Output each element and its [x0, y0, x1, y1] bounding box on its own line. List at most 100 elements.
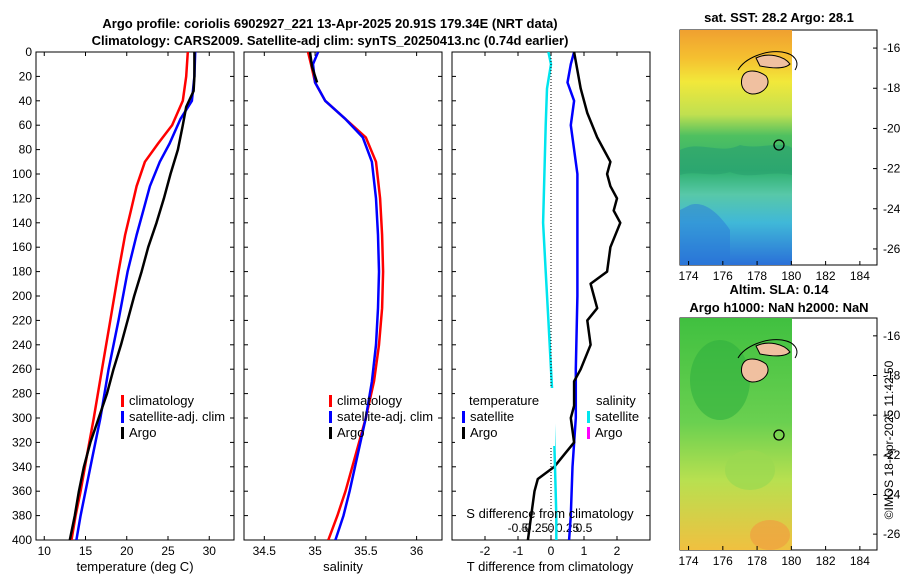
y-tick-label: 340	[12, 460, 32, 474]
y-tick-label: 160	[12, 240, 32, 254]
x-tick-label: 25	[161, 544, 175, 558]
x-tick-label: 2	[614, 544, 621, 558]
y-tick-label: 260	[12, 362, 32, 376]
y-tick-label: 400	[12, 533, 32, 547]
legend-title-temperature: temperature	[469, 393, 539, 408]
s-diff-tick-label: -0.25	[521, 521, 549, 535]
figure-title-line1: Argo profile: coriolis 6902927_221 13-Ap…	[102, 16, 557, 31]
legend-label-argo: Argo	[337, 425, 364, 440]
y-tick-label: 0	[25, 45, 32, 59]
legend-label-t-satellite: satellite	[470, 409, 514, 424]
y-tick-label: 320	[12, 435, 32, 449]
sla-argo-position-marker	[773, 429, 785, 441]
map-x-tick-label: 182	[816, 269, 836, 283]
legend-marker-argo	[329, 427, 332, 439]
sst-argo-position-marker	[773, 139, 785, 151]
legend-label-satellite: satellite-adj. clim	[129, 409, 225, 424]
tick-layer: 10 15 20 25 30020406080100120140160180200220…	[12, 45, 650, 558]
difference-legend: temperature satellite Argo salinity sate…	[455, 388, 648, 446]
sla-island-vanualevu-icon	[755, 342, 791, 357]
series-line-t-argo	[526, 52, 622, 540]
map-y-tick-label: -18	[883, 369, 900, 383]
map-x-tick-label: 184	[850, 554, 870, 568]
map-x-tick-label: 178	[747, 554, 767, 568]
legend-marker-argo	[121, 427, 124, 439]
y-tick-label: 240	[12, 338, 32, 352]
y-tick-label: 300	[12, 411, 32, 425]
map-x-tick-label: 184	[850, 269, 870, 283]
map-y-tick-label: -24	[883, 487, 900, 501]
y-tick-label: 180	[12, 265, 32, 279]
map-x-tick-label: 178	[747, 269, 767, 283]
legend-label-t-argo: Argo	[470, 425, 497, 440]
legend-label-climatology: climatology	[129, 393, 195, 408]
legend-marker-t-argo	[462, 427, 465, 439]
sla-map-title1: Altim. SLA: 0.14	[730, 282, 830, 297]
sla-mid-patch	[725, 450, 775, 490]
x-tick-label: -2	[480, 544, 491, 558]
legend-marker-satellite	[121, 411, 124, 423]
legend-background-left	[455, 388, 555, 446]
y-tick-label: 40	[19, 94, 33, 108]
y-tick-label: 200	[12, 289, 32, 303]
x-tick-label: 30	[203, 544, 217, 558]
sst-reef-outline-icon	[737, 51, 798, 71]
map-y-tick-label: -16	[883, 41, 900, 55]
sla-map-title2: Argo h1000: NaN h2000: NaN	[689, 300, 868, 315]
legend-label-satellite: satellite-adj. clim	[337, 409, 433, 424]
y-tick-label: 220	[12, 313, 32, 327]
map-y-tick-label: -22	[883, 162, 900, 176]
map-y-tick-label: -26	[883, 527, 900, 541]
series-line-t-satellite	[566, 52, 579, 540]
legend-label-s-argo: Argo	[595, 425, 622, 440]
x-tick-label: 36	[410, 544, 424, 558]
figure-title-line2: Climatology: CARS2009. Satellite-adj cli…	[92, 33, 569, 48]
sst-cool-patch	[680, 144, 792, 176]
t-difference-xlabel: T difference from climatology	[467, 559, 634, 574]
map-x-tick-label: 180	[781, 269, 801, 283]
sla-high-patch	[750, 520, 790, 550]
x-tick-label: 20	[120, 544, 134, 558]
legend-label-s-satellite: satellite	[595, 409, 639, 424]
series-line-argo	[68, 52, 196, 540]
y-tick-label: 120	[12, 191, 32, 205]
y-tick-label: 60	[19, 118, 33, 132]
x-tick-label: 10	[38, 544, 52, 558]
sla-island-vitilevu-icon	[741, 358, 769, 383]
s-diff-tick-label: 0.5	[576, 521, 593, 535]
legend-marker-climatology	[329, 395, 332, 407]
legend-marker-climatology	[121, 395, 124, 407]
y-tick-label: 280	[12, 387, 32, 401]
legend-title-salinity: salinity	[596, 393, 636, 408]
map-y-tick-label: -20	[883, 408, 900, 422]
x-tick-label: 35.5	[354, 544, 378, 558]
y-tick-label: 380	[12, 509, 32, 523]
salinity-plot-frame	[243, 51, 443, 541]
map-x-tick-label: 182	[816, 554, 836, 568]
legend-marker-t-satellite	[462, 411, 465, 423]
sla-map-ticks: 174 176 178 180 182 184 -16 -18 -20 -22 -24 -26	[679, 329, 900, 568]
x-tick-label: 1	[581, 544, 588, 558]
sst-island-vitilevu-icon	[741, 70, 769, 95]
salinity-xlabel: salinity	[323, 559, 363, 574]
series-line-satellite-adj-clim	[311, 52, 381, 540]
temperature-legend: climatology satellite-adj. clim Argo	[121, 393, 225, 440]
map-x-tick-label: 174	[679, 269, 699, 283]
x-tick-label: 34.5	[253, 544, 277, 558]
sst-map	[679, 29, 878, 266]
map-y-tick-label: -18	[883, 81, 900, 95]
legend-background-right	[580, 388, 648, 446]
legend-marker-satellite	[329, 411, 332, 423]
map-y-tick-label: -26	[883, 242, 900, 256]
sla-map	[679, 317, 878, 551]
map-y-tick-label: -20	[883, 121, 900, 135]
sst-cold-patch	[680, 204, 730, 265]
legend-marker-s-argo	[587, 427, 590, 439]
series-line-s-satellite	[541, 52, 558, 540]
x-tick-label: 35	[308, 544, 322, 558]
sst-map-ticks: 174 176 178 180 182 184 -16 -18 -20 -22 -24 -26	[679, 41, 900, 283]
y-tick-label: 80	[19, 143, 33, 157]
legend-label-climatology: climatology	[337, 393, 403, 408]
y-tick-label: 140	[12, 216, 32, 230]
